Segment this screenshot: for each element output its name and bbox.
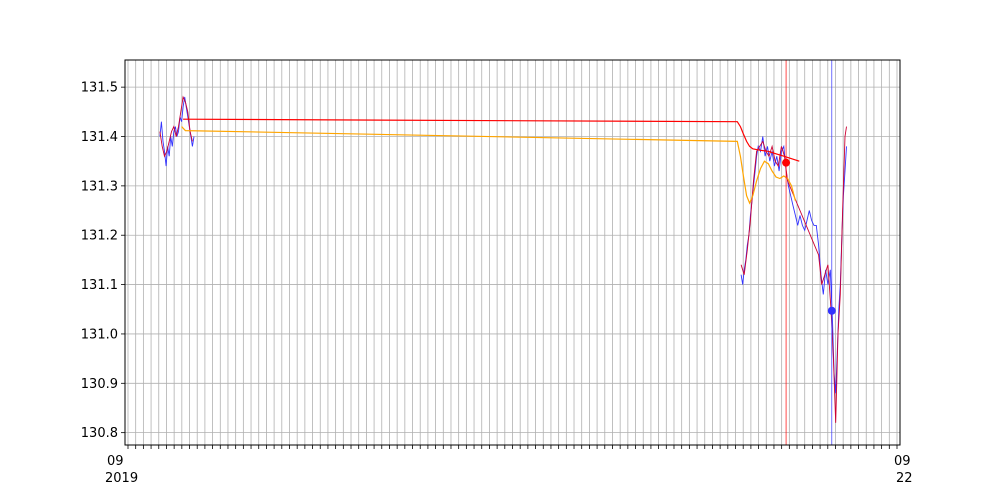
point-marker: [827, 306, 836, 315]
x-axis: 09 09 2019 22: [105, 445, 913, 486]
y-tick-label: 131.3: [81, 179, 118, 194]
y-tick-label: 131.5: [81, 81, 118, 96]
series-line-orange-line: [181, 126, 796, 205]
x-tick-label-first-year: 2019: [105, 471, 138, 486]
y-tick-label: 131.1: [81, 278, 118, 293]
y-tick-label: 131.2: [81, 229, 118, 244]
y-tick-label: 130.9: [81, 377, 118, 392]
series-line-overlay: [740, 126, 847, 423]
y-tick-label: 130.8: [81, 426, 118, 441]
y-axis: 130.8 130.9 131.0 131.1 131.2 131.3 131.4 131.5: [81, 81, 125, 441]
point-marker: [782, 158, 791, 167]
series-line-price: [159, 96, 195, 167]
x-tick-label-first: 09: [107, 454, 124, 469]
y-tick-label: 131.4: [81, 130, 118, 145]
x-tick-label-last: 09: [894, 454, 911, 469]
grid: [125, 60, 900, 445]
x-tick-label-last-year: 22: [896, 471, 913, 486]
series-line-price: [740, 136, 847, 394]
plot-area: [159, 60, 847, 445]
series-line-red-line: [183, 118, 800, 162]
series-line-overlay: [159, 95, 193, 158]
y-tick-label: 131.0: [81, 327, 118, 342]
